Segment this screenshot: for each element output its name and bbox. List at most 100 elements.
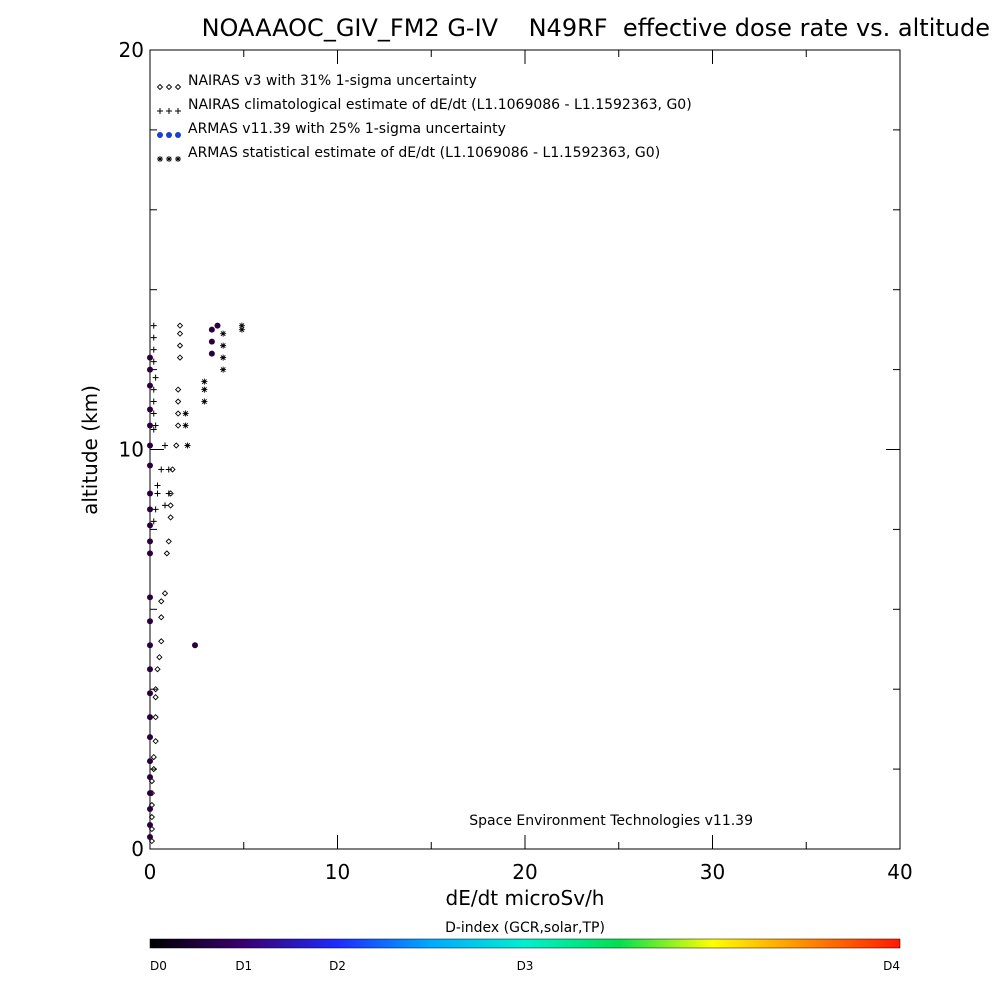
legend-label: NAIRAS climatological estimate of dE/dt … bbox=[188, 97, 692, 113]
diamond-point bbox=[169, 466, 176, 473]
dot-point bbox=[147, 734, 153, 741]
dot-point bbox=[147, 422, 153, 429]
chart-legend: NAIRAS v3 with 31% 1-sigma uncertainty NA… bbox=[156, 73, 692, 162]
dot-point bbox=[147, 354, 153, 361]
diamond-point bbox=[148, 837, 156, 845]
colorbar-label: D0 bbox=[150, 959, 167, 973]
dot-point bbox=[147, 490, 153, 497]
series-3-asterisk bbox=[182, 322, 245, 449]
x-axis-label: dE/dt microSv/h bbox=[446, 886, 605, 910]
dot-point bbox=[147, 506, 153, 513]
dot-point bbox=[147, 366, 153, 373]
plus-point bbox=[154, 490, 161, 497]
dot-point bbox=[147, 774, 153, 781]
plus-point bbox=[152, 374, 159, 381]
colorbar bbox=[149, 938, 901, 949]
legend-label: ARMAS statistical estimate of dE/dt (L1.… bbox=[188, 145, 660, 161]
diamond-point bbox=[158, 614, 165, 621]
dot-point bbox=[147, 790, 153, 797]
diamond-point bbox=[150, 765, 157, 773]
legend-diamond-symbol bbox=[174, 83, 182, 91]
plus-point bbox=[150, 358, 157, 365]
plus-point bbox=[150, 334, 157, 341]
dot-point bbox=[147, 822, 153, 829]
legend-asterisk-symbol bbox=[166, 156, 172, 162]
diamond-point bbox=[167, 514, 174, 521]
x-tick-label: 0 bbox=[144, 860, 157, 884]
plus-point bbox=[150, 386, 157, 393]
plus-point bbox=[162, 442, 168, 449]
diamond-point bbox=[174, 410, 182, 417]
legend-dot-symbol bbox=[175, 132, 181, 138]
y-tick-label: 10 bbox=[119, 438, 144, 462]
diamond-point bbox=[152, 694, 159, 701]
diamond-point bbox=[165, 538, 172, 545]
dot-point bbox=[208, 326, 215, 333]
diamond-point bbox=[152, 737, 159, 745]
legend-entry: ARMAS v11.39 with 25% 1-sigma uncertaint… bbox=[157, 121, 506, 138]
legend-dot-symbol bbox=[157, 132, 163, 138]
asterisk-point bbox=[184, 442, 191, 449]
dot-point bbox=[147, 538, 153, 545]
plus-point bbox=[150, 410, 157, 417]
legend-plus-symbol bbox=[175, 108, 181, 114]
diamond-point bbox=[152, 686, 159, 693]
plus-point bbox=[165, 490, 172, 497]
plus-point bbox=[150, 322, 157, 329]
legend-diamond-symbol bbox=[156, 83, 164, 91]
legend-dot-symbol bbox=[166, 132, 172, 138]
dot-point bbox=[147, 758, 153, 765]
dot-point bbox=[208, 350, 215, 357]
legend-entry: NAIRAS climatological estimate of dE/dt … bbox=[157, 97, 692, 114]
series-1-plus bbox=[150, 322, 172, 525]
legend-entry: NAIRAS v3 with 31% 1-sigma uncertainty bbox=[156, 73, 477, 91]
plus-point bbox=[165, 466, 172, 473]
y-tick-label: 0 bbox=[131, 837, 144, 861]
diamond-point bbox=[163, 550, 171, 557]
asterisk-point bbox=[201, 378, 208, 385]
asterisk-point bbox=[201, 386, 208, 393]
diamond-point bbox=[156, 654, 163, 661]
diamond-point bbox=[158, 638, 165, 645]
dot-point bbox=[147, 690, 153, 697]
asterisk-point bbox=[182, 410, 189, 417]
diamond-point bbox=[174, 422, 182, 429]
diamond-point bbox=[167, 502, 174, 509]
dot-point bbox=[147, 618, 153, 625]
asterisk-point bbox=[182, 422, 189, 429]
colorbar-label: D4 bbox=[883, 959, 900, 973]
dot-point bbox=[214, 322, 221, 329]
diamond-point bbox=[148, 813, 156, 821]
legend-asterisk-symbol bbox=[157, 156, 163, 162]
dot-point bbox=[147, 442, 153, 449]
plus-point bbox=[152, 506, 159, 513]
dot-point bbox=[147, 594, 153, 601]
dot-point bbox=[208, 338, 215, 345]
diamond-point bbox=[148, 777, 156, 785]
x-tick-label: 40 bbox=[887, 860, 912, 884]
diamond-point bbox=[161, 590, 169, 597]
asterisk-point bbox=[220, 354, 227, 361]
diamond-point bbox=[176, 342, 184, 349]
dot-point bbox=[147, 406, 153, 413]
dot-point bbox=[147, 642, 153, 649]
plus-point bbox=[150, 346, 157, 353]
plus-point bbox=[154, 482, 161, 489]
plot-frame bbox=[149, 49, 901, 850]
legend-asterisk-symbol bbox=[175, 156, 181, 162]
diamond-point bbox=[154, 666, 161, 673]
diamond-point bbox=[176, 354, 184, 361]
asterisk-point bbox=[238, 326, 245, 333]
legend-label: NAIRAS v3 with 31% 1-sigma uncertainty bbox=[188, 73, 477, 89]
axis-ticks bbox=[149, 49, 901, 850]
dot-point bbox=[192, 642, 198, 649]
legend-plus-symbol bbox=[157, 108, 163, 114]
diamond-point bbox=[148, 825, 156, 833]
colorbar-title: D-index (GCR,solar,TP) bbox=[445, 920, 605, 936]
dot-point bbox=[147, 462, 153, 469]
diamond-point bbox=[176, 330, 184, 337]
legend-entry: ARMAS statistical estimate of dE/dt (L1.… bbox=[157, 145, 660, 162]
credit-annotation: Space Environment Technologies v11.39 bbox=[469, 813, 753, 829]
legend-diamond-symbol bbox=[165, 83, 173, 91]
